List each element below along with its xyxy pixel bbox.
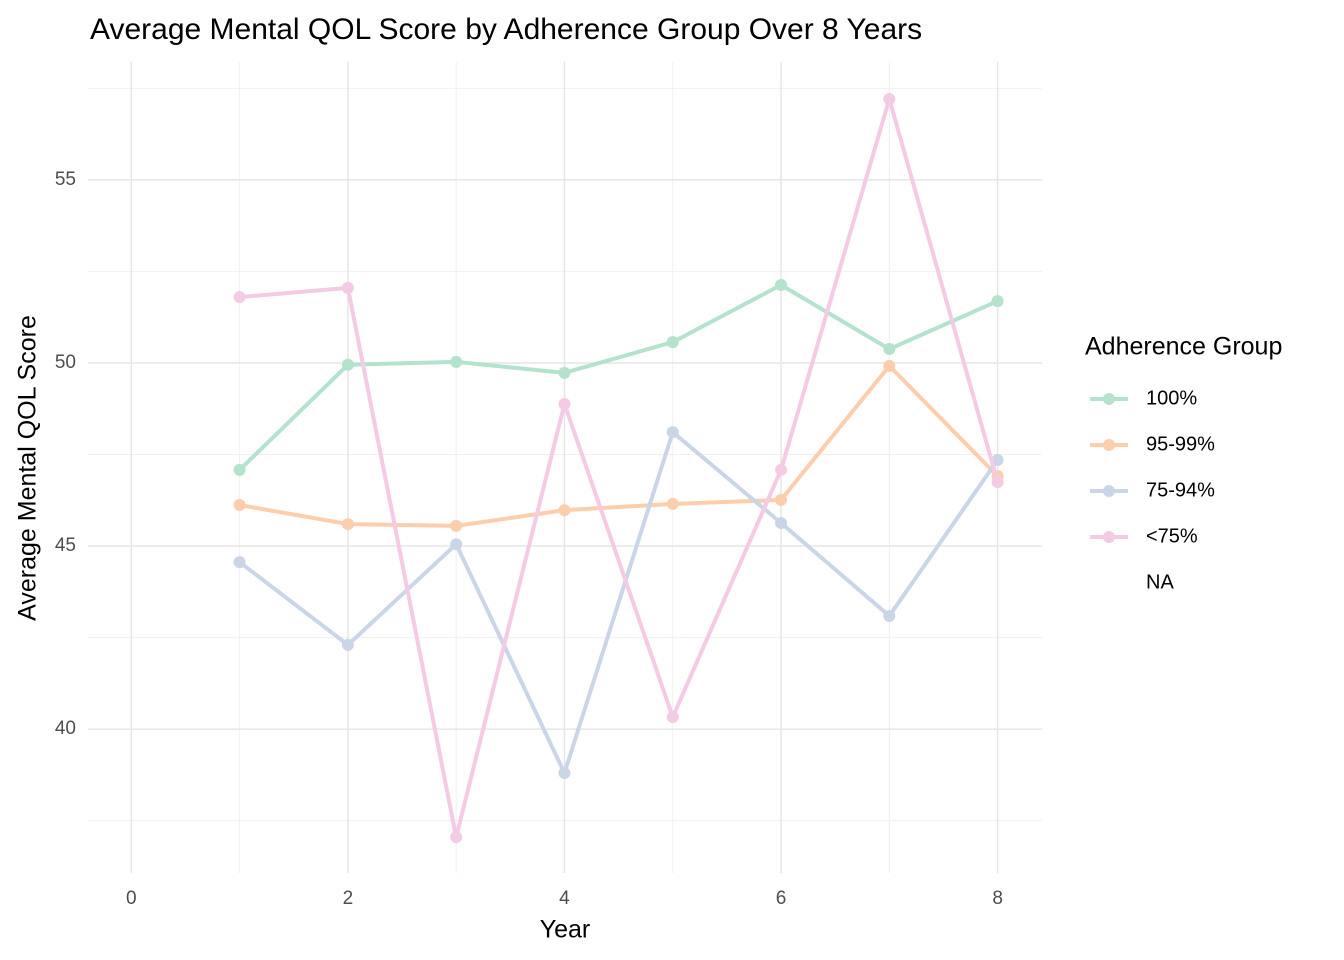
series-line xyxy=(238,430,1000,776)
x-tick-label: 4 xyxy=(559,888,570,909)
data-point xyxy=(450,519,463,532)
data-point xyxy=(341,638,354,651)
data-point xyxy=(666,336,679,349)
data-point xyxy=(775,463,788,476)
legend-swatch-point xyxy=(1103,439,1115,451)
legend-swatch-point xyxy=(1103,393,1115,405)
data-point xyxy=(666,711,679,724)
legend-label: 75-94% xyxy=(1146,479,1215,501)
data-point xyxy=(450,355,463,368)
legend-swatch-point xyxy=(1103,485,1115,497)
data-point xyxy=(775,278,788,291)
legend-label: 95-99% xyxy=(1146,433,1215,455)
series-line xyxy=(239,363,1000,528)
data-point xyxy=(233,463,246,476)
data-point xyxy=(883,92,896,105)
chart-title: Average Mental QOL Score by Adherence Gr… xyxy=(90,13,922,46)
data-point xyxy=(558,504,571,517)
series-line xyxy=(239,96,1000,840)
data-point xyxy=(991,475,1004,488)
data-point xyxy=(991,295,1004,308)
data-point xyxy=(775,493,788,506)
data-point xyxy=(883,359,896,372)
legend-label: 100% xyxy=(1146,387,1197,409)
data-point xyxy=(883,609,896,622)
data-point xyxy=(558,366,571,379)
y-axis-label: Average Mental QOL Score xyxy=(14,315,42,621)
x-axis-label: Year xyxy=(540,916,591,944)
data-point xyxy=(341,281,354,294)
data-point xyxy=(558,397,571,410)
data-point xyxy=(558,767,571,780)
data-point xyxy=(666,497,679,510)
data-point xyxy=(883,343,896,356)
legend-label: NA xyxy=(1146,571,1174,593)
data-point xyxy=(991,453,1004,466)
data-point xyxy=(341,358,354,371)
x-tick-label: 2 xyxy=(343,888,354,909)
legend-title: Adherence Group xyxy=(1085,333,1282,361)
data-point xyxy=(233,499,246,512)
data-point xyxy=(666,426,679,439)
y-tick-label: 40 xyxy=(55,718,76,739)
data-point xyxy=(450,831,463,844)
data-point xyxy=(775,516,788,529)
x-tick-label: 6 xyxy=(776,888,787,909)
data-point xyxy=(233,556,246,569)
legend-label: <75% xyxy=(1146,525,1198,547)
legend-swatch-point xyxy=(1103,531,1115,543)
x-tick-label: 8 xyxy=(992,888,1003,909)
y-tick-label: 45 xyxy=(55,535,76,556)
y-tick-label: 50 xyxy=(55,352,76,373)
x-tick-label: 0 xyxy=(126,888,137,909)
series-line xyxy=(238,282,999,472)
data-point xyxy=(341,518,354,531)
y-tick-label: 55 xyxy=(55,169,76,190)
data-point xyxy=(233,291,246,304)
data-point xyxy=(450,538,463,551)
